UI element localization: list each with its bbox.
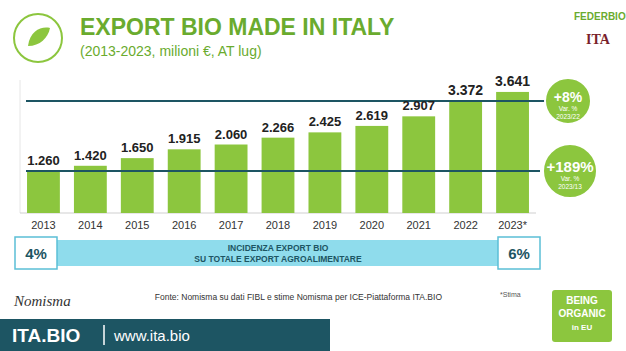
data-label: 2.266 — [262, 120, 295, 135]
data-label: 1.420 — [74, 148, 107, 163]
y-axis-line — [20, 80, 21, 213]
x-tick-label: 2013 — [31, 219, 55, 231]
organic-badge — [552, 290, 612, 342]
logo-leaf — [28, 28, 50, 46]
organic-badge-text: in EU — [572, 323, 593, 332]
x-tick-label: 2015 — [125, 219, 149, 231]
x-tick-label: 2022 — [453, 219, 477, 231]
chart: EXPORT BIO MADE IN ITALY (2013-2023, mili… — [0, 0, 626, 351]
bar — [27, 171, 60, 213]
bar — [308, 132, 341, 213]
bar — [74, 166, 107, 213]
incidence-title: SU TOTALE EXPORT AGROALIMENTARE — [194, 254, 362, 264]
change-period: 2023/22 — [556, 113, 580, 120]
incidence-end: 6% — [508, 245, 530, 262]
data-label: 1.650 — [121, 140, 154, 155]
organic-badge-text: ORGANIC — [558, 308, 605, 319]
logo-ita: ITA — [586, 32, 611, 47]
incidence-start-box — [15, 237, 57, 269]
organic-badge-text: BEING — [566, 295, 598, 306]
change-period: 2023/13 — [558, 183, 582, 190]
footer-brand: ITA.BIO — [12, 325, 80, 346]
x-tick-label: 2020 — [360, 219, 384, 231]
bar — [262, 138, 295, 213]
source: Fonte: Nomisma su dati FIBL e stime Nomi… — [155, 292, 443, 302]
plot-area — [26, 92, 548, 213]
bar — [168, 149, 201, 213]
x-tick-label: 2018 — [266, 219, 290, 231]
subtitle: (2013-2023, milioni €, AT lug) — [80, 43, 262, 59]
change-label: Var. % — [559, 105, 578, 112]
x-tick-label: 2021 — [406, 219, 430, 231]
data-label: 3.372 — [448, 82, 483, 98]
reference-line — [26, 170, 540, 172]
logo-federbio: FEDERBIO — [574, 11, 626, 22]
change-value: +8% — [554, 89, 583, 105]
logo-nomisma: Nomisma — [13, 293, 71, 309]
x-tick-label: 2017 — [219, 219, 243, 231]
bar — [355, 126, 388, 213]
footnote: *Stima — [500, 291, 521, 298]
logo-circle — [14, 14, 62, 62]
x-tick-label: 2016 — [172, 219, 196, 231]
footer-separator — [103, 325, 105, 345]
incidence-band — [15, 240, 540, 266]
incidence-title: INCIDENZA EXPORT BIO — [228, 243, 329, 253]
x-tick-label: 2019 — [313, 219, 337, 231]
incidence-start: 4% — [25, 245, 47, 262]
data-label: 2.060 — [215, 127, 248, 142]
change-badge — [543, 144, 597, 198]
data-label: 3.641 — [495, 73, 530, 89]
data-label: 2.619 — [356, 108, 389, 123]
x-tick-label: 2014 — [78, 219, 102, 231]
bar — [121, 158, 154, 213]
data-label: 2.425 — [309, 114, 342, 129]
bar — [402, 116, 435, 213]
change-value: +189% — [546, 158, 593, 175]
incidence-end-box — [498, 237, 540, 269]
bar — [449, 101, 482, 213]
reference-line — [26, 100, 548, 102]
title: EXPORT BIO MADE IN ITALY — [80, 14, 394, 40]
footer-band — [0, 319, 330, 351]
footer-url: www.ita.bio — [113, 327, 190, 344]
data-label: 2.907 — [402, 98, 435, 113]
bar — [215, 145, 248, 213]
x-tick-label: 2023* — [498, 219, 527, 231]
change-label: Var. % — [561, 175, 580, 182]
bar — [496, 92, 529, 213]
data-label: 1.915 — [168, 131, 201, 146]
data-label: 1.260 — [27, 153, 60, 168]
change-badge — [545, 78, 591, 124]
